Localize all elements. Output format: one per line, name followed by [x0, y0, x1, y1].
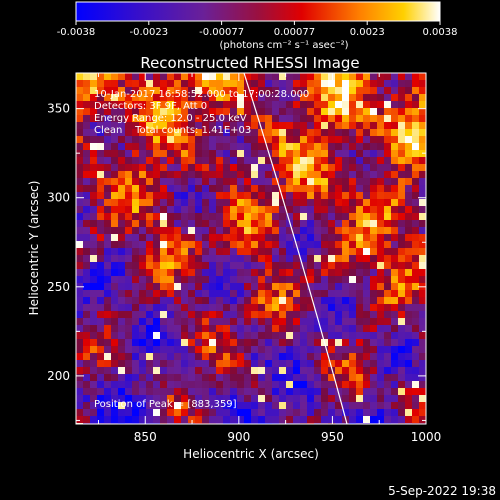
- colorbar-tick-label: 0.00077: [274, 27, 315, 38]
- info-overlay: 10-Jan-2017 16:58:52.000 to 17:00:28.000…: [94, 89, 309, 410]
- info-line-time: 10-Jan-2017 16:58:52.000 to 17:00:28.000: [94, 89, 309, 100]
- x-tick-label: 950: [321, 430, 344, 444]
- colorbar-units: (photons cm⁻² s⁻¹ asec⁻²): [219, 40, 348, 51]
- peak-position-label: Position of Peak = [883,359]: [94, 399, 237, 410]
- heatmap-image: [76, 73, 426, 424]
- solar-limb-line: [243, 73, 348, 424]
- x-tick-label: 900: [227, 430, 250, 444]
- footer-timestamp: 5-Sep-2022 19:38: [388, 484, 496, 498]
- y-tick-label: 350: [47, 102, 70, 116]
- colorbar-tick-label: -0.0038: [57, 27, 96, 38]
- info-line-energy: Energy Range: 12.0 - 25.0 keV: [94, 113, 247, 124]
- colorbar: -0.0038 -0.0023 -0.00077 0.00077 0.0023 0.003…: [57, 1, 458, 51]
- y-tick-label: 250: [47, 280, 70, 294]
- y-tick-label: 300: [47, 191, 70, 205]
- colorbar-tick-label: 0.0023: [350, 27, 385, 38]
- x-axis: 850 900 950 1000: [97, 73, 442, 444]
- x-tick-label: 850: [134, 430, 157, 444]
- y-axis-label: Heliocentric Y (arcsec): [27, 181, 41, 316]
- plot-title: Reconstructed RHESSI Image: [140, 54, 359, 72]
- colorbar-tick-label: 0.0038: [423, 27, 458, 38]
- y-axis: 200 250 300 350: [47, 102, 426, 421]
- info-line-detectors: Detectors: 3F 9F, Att 0: [94, 101, 207, 112]
- colorbar-gradient: [75, 1, 441, 22]
- colorbar-ticks: -0.0038 -0.0023 -0.00077 0.00077 0.0023 0.003…: [57, 21, 458, 38]
- colorbar-tick-label: -0.00077: [199, 27, 244, 38]
- x-tick-label: 1000: [411, 430, 442, 444]
- info-line-counts: Clean Total counts: 1.41E+03: [94, 125, 251, 136]
- x-axis-label: Heliocentric X (arcsec): [183, 447, 319, 461]
- y-tick-label: 200: [47, 369, 70, 383]
- plot-frame: [75, 72, 427, 425]
- colorbar-tick-label: -0.0023: [129, 27, 168, 38]
